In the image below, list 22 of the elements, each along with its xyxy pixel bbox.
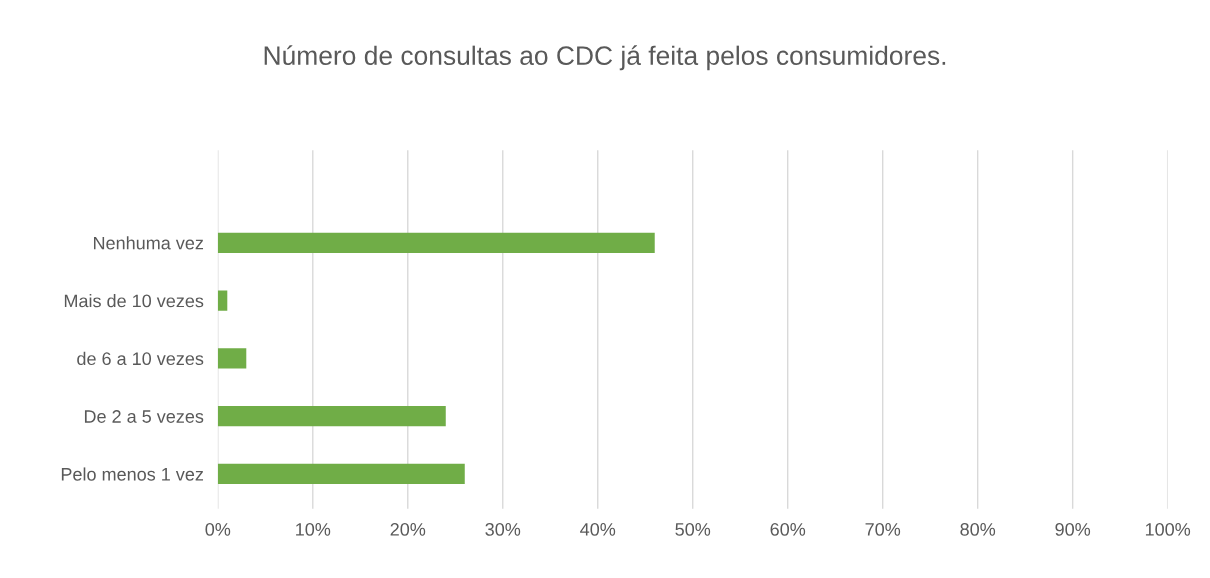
bar: [217, 232, 655, 253]
x-tick-label: 20%: [390, 523, 426, 536]
x-tick-label: 70%: [865, 523, 901, 536]
x-tick-label: 50%: [675, 523, 711, 536]
bar: [217, 463, 465, 485]
x-tick-label: 80%: [960, 523, 996, 536]
x-tick-label: 100%: [1145, 523, 1191, 536]
bar: [217, 290, 228, 311]
x-tick-label: 30%: [485, 523, 521, 536]
y-tick-label: de 6 a 10 vezes: [77, 351, 204, 366]
y-tick-label: De 2 a 5 vezes: [84, 410, 204, 423]
bar: [217, 406, 446, 427]
chart-title: Número de consultas ao CDC já feita pelos consumidores.: [264, 45, 946, 71]
y-tick-label: Pelo menos 1 vez: [61, 467, 204, 481]
y-tick-label: Nenhuma vez: [94, 236, 204, 250]
x-tick-label: 40%: [580, 523, 616, 536]
x-tick-label: 90%: [1055, 523, 1091, 536]
y-tick-label: Mais de 10 vezes: [64, 294, 204, 308]
bar: [217, 348, 247, 369]
x-tick-label: 60%: [770, 523, 806, 536]
x-tick-label: 10%: [296, 523, 331, 536]
x-tick-label: 0%: [205, 523, 231, 536]
